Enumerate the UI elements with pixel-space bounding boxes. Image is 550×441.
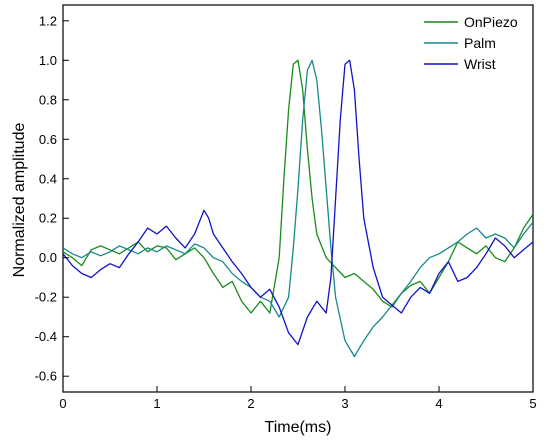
x-tick-label: 3 xyxy=(341,396,348,411)
y-tick-label: 0.0 xyxy=(39,250,57,265)
axis-ticks: 0 1 2 3 4 5 -0.6 -0.4 -0.2 0.0 0.2 0.4 0.6 0.8 1.0 1.2 xyxy=(35,13,537,411)
y-tick-label: 1.2 xyxy=(39,13,57,28)
legend: OnPiezo Palm Wrist xyxy=(424,14,518,72)
x-tick-label: 2 xyxy=(247,396,254,411)
x-tick-label: 4 xyxy=(435,396,442,411)
y-tick-label: 0.6 xyxy=(39,132,57,147)
y-tick-label: 1.0 xyxy=(39,53,57,68)
series-line-wrist xyxy=(63,59,533,346)
plot-area-frame xyxy=(62,4,534,393)
series-layer xyxy=(63,59,533,358)
x-tick-label: 1 xyxy=(153,396,160,411)
legend-label-palm: Palm xyxy=(464,35,496,51)
x-tick-label: 0 xyxy=(59,396,66,411)
y-tick-label: 0.2 xyxy=(39,211,57,226)
y-tick-label: 0.4 xyxy=(39,171,57,186)
legend-label-wrist: Wrist xyxy=(464,56,496,72)
legend-label-onpiezo: OnPiezo xyxy=(464,14,518,30)
y-tick-label: -0.2 xyxy=(35,290,57,305)
y-tick-label: -0.6 xyxy=(35,369,57,384)
x-tick-label: 5 xyxy=(529,396,536,411)
series-line-palm xyxy=(63,59,533,358)
x-axis-title: Time(ms) xyxy=(265,419,332,436)
y-axis-title: Normalized amplitude xyxy=(11,123,28,278)
y-tick-label: -0.4 xyxy=(35,329,57,344)
y-tick-label: 0.8 xyxy=(39,92,57,107)
